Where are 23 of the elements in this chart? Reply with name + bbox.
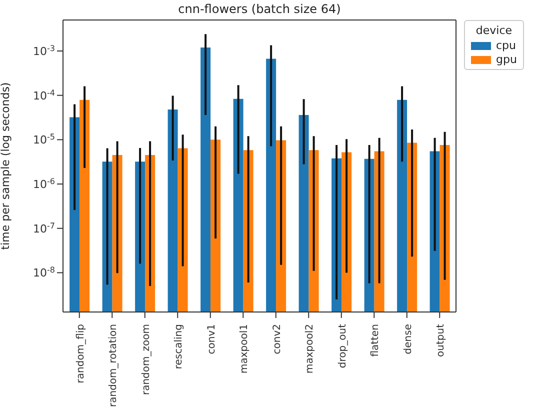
legend-label: cpu [496, 39, 516, 52]
y-tick-label: 10$^{-7}$ [33, 220, 55, 236]
x-tick-label: maxpool2 [304, 324, 316, 374]
legend-label: gpu [496, 53, 517, 66]
y-tick-label: 10$^{-3}$ [33, 43, 55, 58]
x-tick-label: flatten [370, 324, 382, 357]
chart-title: cnn-flowers (batch size 64) [177, 2, 342, 16]
x-tick-label: drop_out [337, 324, 348, 368]
y-tick-label: 10$^{-5}$ [33, 132, 55, 147]
x-tick-label: random_zoom [140, 324, 152, 396]
x-tick-label: conv1 [206, 324, 218, 354]
x-tick-label: random_rotation [108, 324, 120, 407]
x-tick-label: random_flip [75, 324, 86, 384]
x-tick-label: dense [402, 324, 414, 354]
legend-title: device [474, 24, 514, 37]
x-tick-label: output [436, 324, 447, 357]
y-tick-label: 10$^{-4}$ [33, 88, 55, 102]
x-tick-label: rescaling [174, 324, 185, 370]
y-tick-label: 10$^{-8}$ [33, 265, 55, 280]
y-axis-title: time per sample (log seconds) [0, 82, 12, 250]
y-tick-label: 10$^{-6}$ [33, 176, 55, 192]
x-tick-label: conv2 [272, 324, 283, 354]
x-tick-label: maxpool1 [239, 324, 250, 374]
